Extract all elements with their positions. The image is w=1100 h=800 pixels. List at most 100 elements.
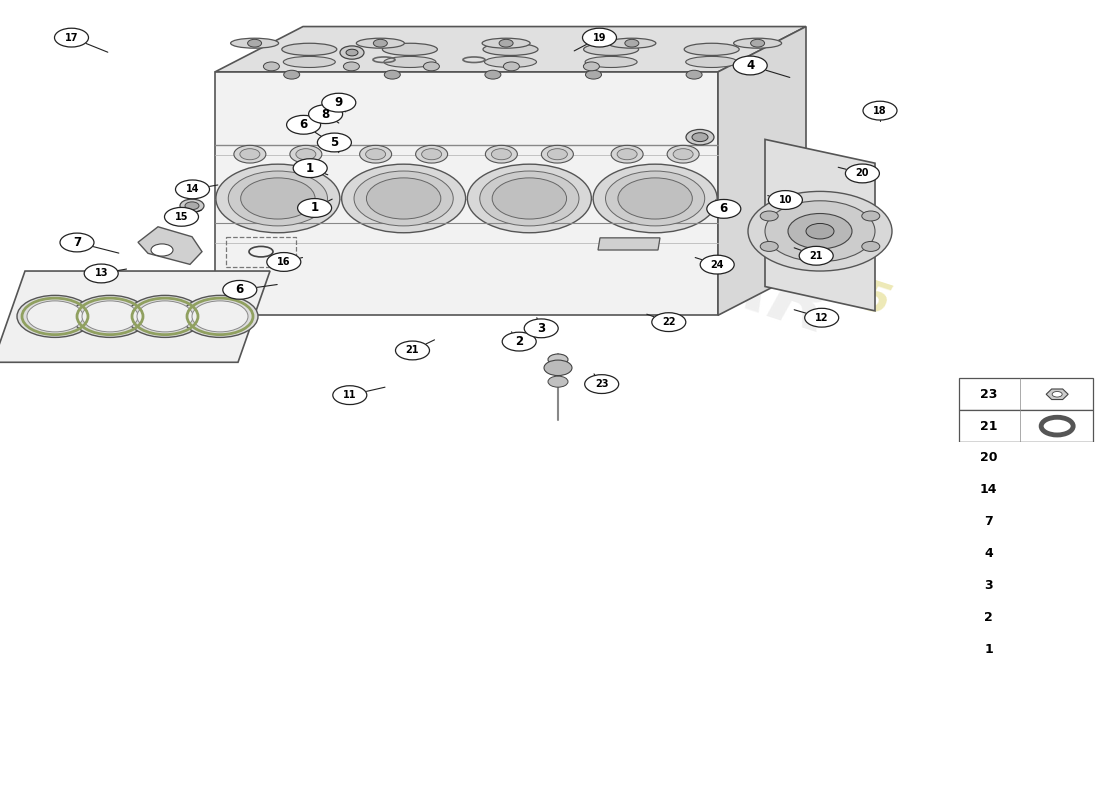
Text: 24: 24 [711,260,724,270]
Polygon shape [959,442,1093,474]
Circle shape [541,146,573,163]
Circle shape [544,360,572,375]
Circle shape [760,242,778,251]
Circle shape [241,178,315,219]
Ellipse shape [608,38,656,48]
Ellipse shape [482,38,530,48]
Circle shape [16,295,94,338]
Circle shape [223,281,256,299]
Circle shape [216,164,340,233]
Text: 21: 21 [810,250,823,261]
Polygon shape [138,226,202,264]
Text: 11: 11 [343,390,356,400]
Circle shape [165,207,198,226]
Circle shape [342,164,465,233]
Circle shape [416,146,448,163]
Circle shape [346,50,358,56]
Circle shape [548,149,568,160]
Text: 23: 23 [595,379,608,389]
Text: 4: 4 [746,59,755,72]
Circle shape [384,70,400,79]
Polygon shape [959,602,1093,634]
Polygon shape [214,72,718,315]
Text: 15: 15 [175,212,188,222]
Circle shape [82,301,138,332]
Circle shape [667,146,700,163]
Circle shape [1033,460,1048,469]
Circle shape [185,202,199,210]
Text: 1: 1 [984,642,993,656]
Circle shape [468,164,592,233]
Circle shape [1048,485,1066,495]
Circle shape [240,149,260,160]
Text: 1: 1 [310,202,319,214]
Circle shape [861,242,880,251]
Polygon shape [1046,389,1068,399]
Polygon shape [971,675,1022,700]
Circle shape [707,199,740,218]
Ellipse shape [684,43,739,55]
Circle shape [760,211,778,221]
Circle shape [769,190,802,210]
Text: 6: 6 [235,283,244,296]
Circle shape [28,301,82,332]
Circle shape [182,295,258,338]
Polygon shape [718,26,806,315]
Circle shape [525,319,558,338]
Text: 21: 21 [980,420,998,433]
Text: 23: 23 [980,388,998,401]
Circle shape [248,39,262,47]
Text: 8: 8 [321,108,330,121]
Circle shape [151,244,173,256]
Ellipse shape [584,43,639,55]
Text: 6: 6 [299,118,308,131]
Circle shape [192,301,248,332]
Text: 22: 22 [662,317,675,327]
Ellipse shape [356,38,405,48]
Text: 18: 18 [873,106,887,116]
Circle shape [373,39,387,47]
Text: 103 03: 103 03 [1020,687,1072,702]
Polygon shape [959,474,1093,506]
Circle shape [548,376,568,387]
Circle shape [499,39,513,47]
Circle shape [764,201,875,262]
Text: 20: 20 [980,451,998,465]
Text: 7: 7 [73,236,81,249]
Circle shape [625,39,639,47]
Text: 5: 5 [330,136,339,149]
Circle shape [1041,481,1075,499]
Circle shape [504,62,519,70]
Circle shape [805,308,838,327]
Circle shape [861,211,880,221]
Polygon shape [959,634,1093,665]
Circle shape [180,199,204,212]
Ellipse shape [685,57,738,67]
Text: 4: 4 [984,547,993,560]
Circle shape [605,171,705,226]
Circle shape [333,386,366,405]
Circle shape [686,70,702,79]
Circle shape [176,180,209,198]
Circle shape [298,198,331,218]
Circle shape [664,182,680,191]
Circle shape [85,264,118,283]
Circle shape [72,295,148,338]
Polygon shape [959,570,1093,602]
Circle shape [618,178,692,219]
Circle shape [1032,620,1042,625]
Circle shape [421,149,441,160]
Polygon shape [214,26,806,72]
Text: EUROREPAR: EUROREPAR [301,109,843,351]
Ellipse shape [384,57,436,67]
Circle shape [365,149,386,160]
Circle shape [396,341,429,360]
Text: 3: 3 [537,322,546,335]
Circle shape [424,62,439,70]
Circle shape [686,130,714,145]
Circle shape [485,70,501,79]
Text: 20: 20 [856,169,869,178]
Text: 10: 10 [779,195,792,205]
Text: 21: 21 [406,346,419,355]
Circle shape [1042,583,1058,592]
